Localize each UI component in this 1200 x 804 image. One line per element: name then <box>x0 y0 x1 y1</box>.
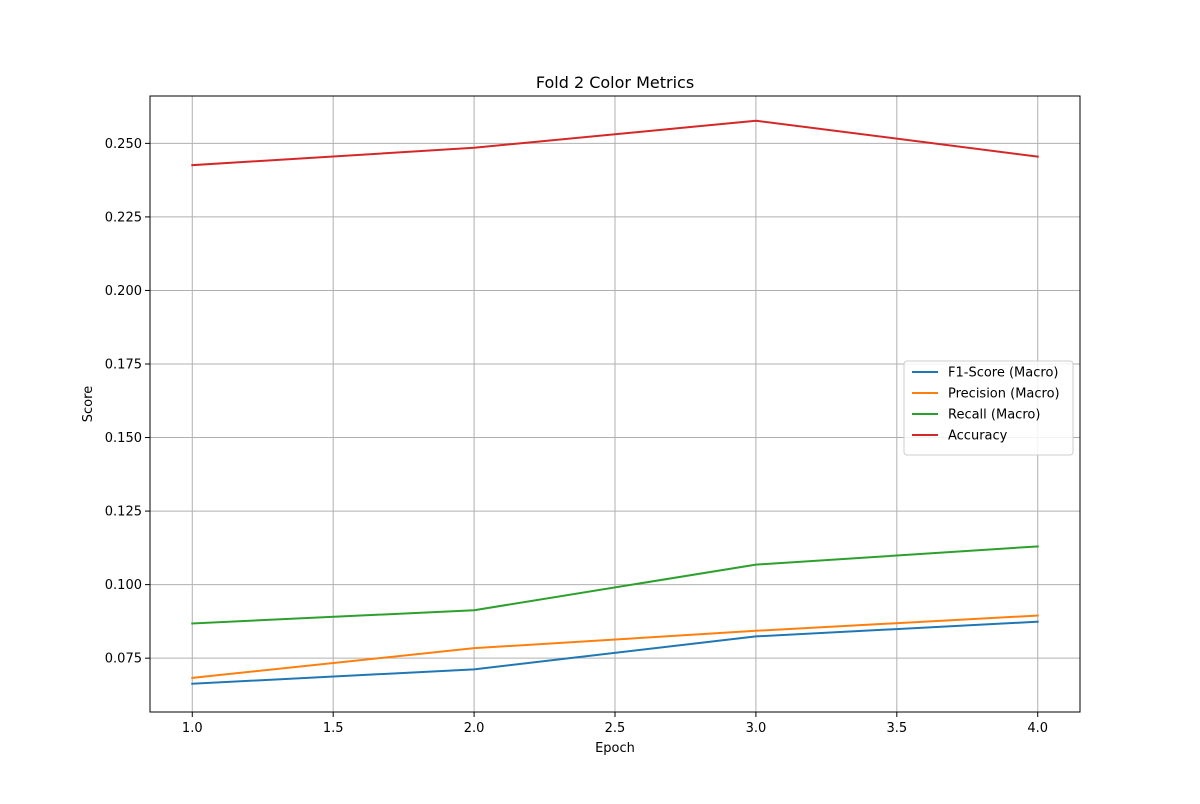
y-tick-label: 0.250 <box>105 137 142 152</box>
legend-label: Recall (Macro) <box>948 408 1040 423</box>
y-tick-label: 0.175 <box>105 357 142 372</box>
legend-label: Precision (Macro) <box>948 387 1060 402</box>
x-tick-label: 3.5 <box>886 721 907 736</box>
x-tick-label: 2.5 <box>605 721 626 736</box>
chart-title: Fold 2 Color Metrics <box>536 73 694 92</box>
y-tick-label: 0.125 <box>105 505 142 520</box>
x-axis-ticks: 1.0 1.5 2.0 2.5 3.0 3.5 4.0 <box>182 712 1048 736</box>
y-tick-label: 0.150 <box>105 431 142 446</box>
y-tick-label: 0.075 <box>105 652 142 667</box>
series-line <box>191 620 1039 685</box>
series-line <box>191 614 1039 679</box>
series-line <box>191 545 1039 625</box>
x-tick-label: 1.5 <box>323 721 344 736</box>
y-tick-label: 0.200 <box>105 284 142 299</box>
y-tick-label: 0.225 <box>105 210 142 225</box>
x-axis-label: Epoch <box>595 741 635 756</box>
y-axis-label: Score <box>81 386 96 422</box>
legend: F1-Score (Macro) Precision (Macro) Recall … <box>903 360 1074 456</box>
legend-box <box>903 360 1074 456</box>
series-lines <box>191 119 1039 685</box>
y-tick-label: 0.100 <box>105 578 142 593</box>
y-axis-ticks: 0.075 0.100 0.125 0.150 0.175 0.200 0.225 0.250 <box>105 137 150 667</box>
legend-label: Accuracy <box>948 429 1008 444</box>
legend-label: F1-Score (Macro) <box>948 366 1058 381</box>
series-line <box>191 119 1039 167</box>
x-tick-label: 2.0 <box>464 721 485 736</box>
x-tick-label: 4.0 <box>1027 721 1048 736</box>
x-tick-label: 1.0 <box>182 721 203 736</box>
x-tick-label: 3.0 <box>746 721 767 736</box>
